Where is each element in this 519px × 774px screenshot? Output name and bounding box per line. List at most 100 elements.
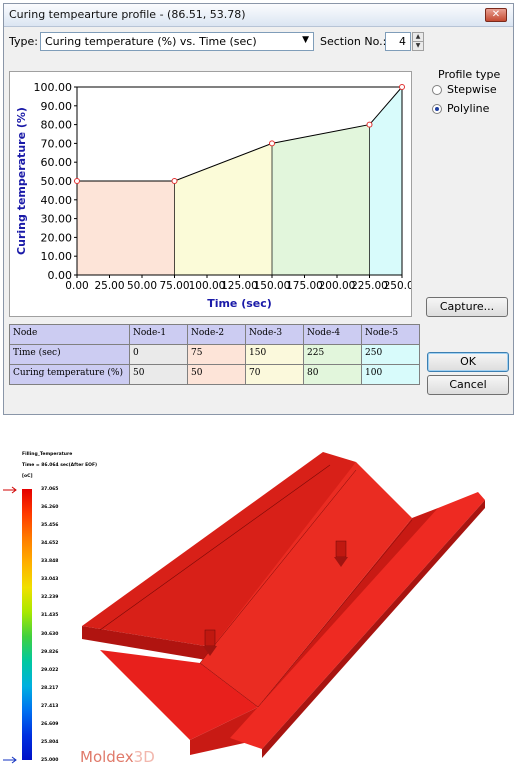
x-tick-label: 200.00 <box>319 280 356 292</box>
channel-back-wall <box>200 462 412 707</box>
window-title: Curing tempearture profile - (86.51, 53.… <box>9 8 246 21</box>
x-axis-label: Time (sec) <box>207 297 272 310</box>
result-title: Filling_Temperature <box>22 452 73 457</box>
gate-marker-1 <box>203 629 217 656</box>
left-flange-face <box>82 452 356 651</box>
table-cell[interactable]: 100 <box>361 364 420 385</box>
table-header-cell: Node-1 <box>129 324 188 345</box>
spin-down-icon[interactable]: ▼ <box>415 42 421 49</box>
scale-label: 29.022 <box>41 667 59 673</box>
ok-button[interactable]: OK <box>427 352 509 372</box>
edge-line <box>257 519 413 708</box>
y-tick-label: 10.00 <box>41 250 73 263</box>
table-cell[interactable]: 0 <box>129 344 188 365</box>
x-tick-label: 100.00 <box>189 280 226 292</box>
table-cell[interactable]: 80 <box>303 364 362 385</box>
table-cell[interactable]: 150 <box>245 344 304 365</box>
scale-label: 35.456 <box>41 523 59 529</box>
table-row: Time (sec) 0 75 150 225 250 <box>9 344 420 365</box>
close-icon: ✕ <box>491 9 501 20</box>
table-cell[interactable]: 70 <box>245 364 304 385</box>
polyline-label: Polyline <box>447 102 490 115</box>
table-cell[interactable]: 75 <box>187 344 246 365</box>
radio-selected-dot <box>435 107 439 111</box>
y-tick-label: 80.00 <box>41 119 73 132</box>
x-tick-label: 250.00 <box>384 280 411 292</box>
table-cell[interactable]: 50 <box>129 364 188 385</box>
type-dropdown[interactable]: Curing temperature (%) vs. Time (sec) ▼ <box>40 32 314 51</box>
result-unit: [oC] <box>22 474 33 479</box>
left-flange-edge <box>82 626 236 665</box>
scale-label: 33.043 <box>41 577 59 583</box>
y-tick-label: 20.00 <box>41 231 73 244</box>
y-tick-label: 60.00 <box>41 156 73 169</box>
table-header-row: Node Node-1 Node-2 Node-3 Node-4 Node-5 <box>9 324 420 345</box>
scale-label: 28.217 <box>41 685 59 691</box>
node-marker <box>74 178 80 184</box>
capture-button[interactable]: Capture... <box>426 297 508 317</box>
scale-label: 32.239 <box>41 595 59 601</box>
scale-label: 37.065 <box>41 487 59 492</box>
x-tick-label: 50.00 <box>127 280 157 292</box>
right-flange-edge <box>262 500 485 758</box>
color-scale-bar <box>22 489 32 760</box>
simulation-result-view: Filling_Temperature Time = 86.064 sec(Af… <box>0 440 519 774</box>
y-tick-label: 0.00 <box>48 269 73 282</box>
close-button[interactable]: ✕ <box>485 8 507 22</box>
section-number-input[interactable]: 4 <box>385 32 411 51</box>
logo-text: Moldex <box>80 748 134 766</box>
row-label: Curing temperature (%) <box>9 364 130 385</box>
channel-bottom-face <box>190 508 438 755</box>
table-header-cell: Node-4 <box>303 324 362 345</box>
row-label: Time (sec) <box>9 344 130 365</box>
section-fill <box>272 124 370 275</box>
cancel-button[interactable]: Cancel <box>427 375 509 395</box>
result-time: Time = 86.064 sec(After EOF) <box>22 463 98 468</box>
x-tick-label: 125.00 <box>221 280 258 292</box>
scale-label: 36.260 <box>41 505 59 511</box>
scale-label: 25.000 <box>41 758 59 763</box>
gate-marker-2 <box>334 540 348 567</box>
scale-label: 30.630 <box>41 631 59 637</box>
scale-label: 27.413 <box>41 703 59 709</box>
node-marker <box>399 84 405 90</box>
spin-up-icon[interactable]: ▲ <box>413 33 423 42</box>
x-tick-label: 225.00 <box>351 280 388 292</box>
x-tick-label: 25.00 <box>94 280 124 292</box>
part-3d-model[interactable] <box>0 440 519 774</box>
section-spinner[interactable]: ▲ ▼ <box>412 32 424 51</box>
stepwise-radio[interactable] <box>432 85 442 95</box>
table-cell[interactable]: 225 <box>303 344 362 365</box>
table-cell[interactable]: 250 <box>361 344 420 365</box>
profile-chart: 0.00 10.00 20.00 30.00 40.00 50.00 60.00 70.00 8… <box>15 81 411 310</box>
polyline-radio[interactable] <box>432 104 442 114</box>
x-tick-label: 175.00 <box>286 280 323 292</box>
edge-line <box>199 469 357 664</box>
chevron-down-icon: ▼ <box>302 35 309 45</box>
node-marker <box>366 121 373 128</box>
table-row: Curing temperature (%) 50 50 70 80 100 <box>9 364 420 385</box>
channel-front-wall <box>100 650 258 740</box>
scale-label: 31.435 <box>41 613 59 619</box>
table-cell[interactable]: 50 <box>187 364 246 385</box>
profile-type-group: Profile type Stepwise Polyline <box>426 66 513 126</box>
min-arrow-icon <box>3 756 17 764</box>
section-number-value: 4 <box>399 35 406 48</box>
node-marker <box>269 140 275 147</box>
x-tick-label: 75.00 <box>159 280 189 292</box>
section-label: Section No.: <box>320 35 387 48</box>
x-tick-label: 0.00 <box>65 280 88 292</box>
scale-label: 29.826 <box>41 649 59 655</box>
x-tick-label: 150.00 <box>254 280 291 292</box>
max-arrow-icon <box>3 486 17 494</box>
table-header-cell: Node <box>9 324 130 345</box>
y-tick-label: 30.00 <box>41 213 73 226</box>
scale-label: 33.848 <box>41 559 59 565</box>
edge-line <box>99 464 331 631</box>
node-marker <box>171 178 178 184</box>
table-header-cell: Node-5 <box>361 324 420 345</box>
y-tick-label: 100.00 <box>34 81 73 94</box>
type-label: Type: <box>9 35 38 48</box>
scale-label: 26.609 <box>41 721 59 727</box>
logo-suffix: 3D <box>133 748 155 766</box>
